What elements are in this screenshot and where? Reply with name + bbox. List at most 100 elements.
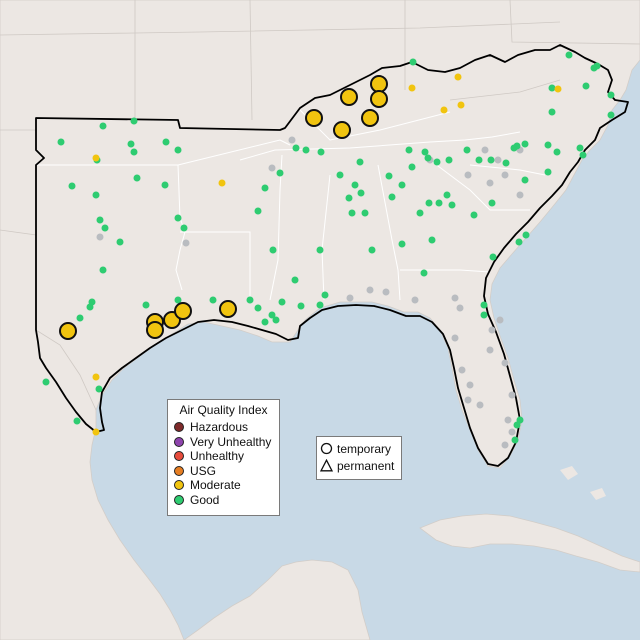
good-monitor[interactable] xyxy=(409,58,417,66)
good-monitor[interactable] xyxy=(579,151,587,159)
good-monitor[interactable] xyxy=(130,148,138,156)
good-monitor[interactable] xyxy=(565,51,573,59)
good-monitor[interactable] xyxy=(174,214,182,222)
inactive-monitor[interactable] xyxy=(382,288,390,296)
good-monitor[interactable] xyxy=(435,199,443,207)
good-monitor[interactable] xyxy=(420,269,428,277)
good-monitor[interactable] xyxy=(88,298,96,306)
good-monitor[interactable] xyxy=(480,301,488,309)
good-monitor[interactable] xyxy=(209,296,217,304)
good-monitor[interactable] xyxy=(42,378,50,386)
inactive-monitor[interactable] xyxy=(366,286,374,294)
inactive-monitor[interactable] xyxy=(508,391,516,399)
good-monitor[interactable] xyxy=(590,64,598,72)
inactive-monitor[interactable] xyxy=(501,359,509,367)
good-monitor[interactable] xyxy=(421,148,429,156)
good-monitor[interactable] xyxy=(316,246,324,254)
good-monitor[interactable] xyxy=(73,417,81,425)
good-monitor[interactable] xyxy=(511,436,519,444)
good-monitor[interactable] xyxy=(522,231,530,239)
inactive-monitor[interactable] xyxy=(96,233,104,241)
good-monitor[interactable] xyxy=(133,174,141,182)
good-monitor[interactable] xyxy=(480,311,488,319)
good-monitor[interactable] xyxy=(142,301,150,309)
good-monitor[interactable] xyxy=(99,122,107,130)
moderate-monitor[interactable] xyxy=(92,154,100,162)
good-monitor[interactable] xyxy=(428,236,436,244)
moderate-monitor-large[interactable] xyxy=(370,75,388,93)
good-monitor[interactable] xyxy=(433,158,441,166)
good-monitor[interactable] xyxy=(470,211,478,219)
inactive-monitor[interactable] xyxy=(516,191,524,199)
good-monitor[interactable] xyxy=(268,311,276,319)
good-monitor[interactable] xyxy=(398,240,406,248)
good-monitor[interactable] xyxy=(297,302,305,310)
good-monitor[interactable] xyxy=(356,158,364,166)
good-monitor[interactable] xyxy=(174,296,182,304)
moderate-monitor-large[interactable] xyxy=(59,322,77,340)
inactive-monitor[interactable] xyxy=(481,146,489,154)
good-monitor[interactable] xyxy=(321,291,329,299)
good-monitor[interactable] xyxy=(162,138,170,146)
good-monitor[interactable] xyxy=(348,209,356,217)
inactive-monitor[interactable] xyxy=(288,136,296,144)
moderate-monitor[interactable] xyxy=(457,101,465,109)
good-monitor[interactable] xyxy=(487,156,495,164)
good-monitor[interactable] xyxy=(116,238,124,246)
good-monitor[interactable] xyxy=(96,216,104,224)
inactive-monitor[interactable] xyxy=(504,416,512,424)
good-monitor[interactable] xyxy=(345,194,353,202)
inactive-monitor[interactable] xyxy=(456,304,464,312)
good-monitor[interactable] xyxy=(278,298,286,306)
good-monitor[interactable] xyxy=(316,301,324,309)
inactive-monitor[interactable] xyxy=(268,164,276,172)
good-monitor[interactable] xyxy=(302,146,310,154)
inactive-monitor[interactable] xyxy=(488,326,496,334)
good-monitor[interactable] xyxy=(269,246,277,254)
good-monitor[interactable] xyxy=(246,296,254,304)
inactive-monitor[interactable] xyxy=(411,296,419,304)
good-monitor[interactable] xyxy=(607,91,615,99)
good-monitor[interactable] xyxy=(424,154,432,162)
moderate-monitor[interactable] xyxy=(408,84,416,92)
good-monitor[interactable] xyxy=(95,385,103,393)
good-monitor[interactable] xyxy=(548,84,556,92)
good-monitor[interactable] xyxy=(351,181,359,189)
inactive-monitor[interactable] xyxy=(486,179,494,187)
moderate-monitor[interactable] xyxy=(92,428,100,436)
good-monitor[interactable] xyxy=(582,82,590,90)
good-monitor[interactable] xyxy=(388,193,396,201)
inactive-monitor[interactable] xyxy=(458,366,466,374)
moderate-monitor-large[interactable] xyxy=(340,88,358,106)
inactive-monitor[interactable] xyxy=(494,156,502,164)
good-monitor[interactable] xyxy=(292,144,300,152)
inactive-monitor[interactable] xyxy=(182,239,190,247)
good-monitor[interactable] xyxy=(513,421,521,429)
good-monitor[interactable] xyxy=(548,108,556,116)
good-monitor[interactable] xyxy=(276,169,284,177)
good-monitor[interactable] xyxy=(513,142,521,150)
inactive-monitor[interactable] xyxy=(451,334,459,342)
inactive-monitor[interactable] xyxy=(501,171,509,179)
good-monitor[interactable] xyxy=(443,191,451,199)
good-monitor[interactable] xyxy=(416,209,424,217)
moderate-monitor[interactable] xyxy=(92,373,100,381)
good-monitor[interactable] xyxy=(161,181,169,189)
inactive-monitor[interactable] xyxy=(476,401,484,409)
moderate-monitor-large[interactable] xyxy=(333,121,351,139)
good-monitor[interactable] xyxy=(405,146,413,154)
good-monitor[interactable] xyxy=(515,238,523,246)
inactive-monitor[interactable] xyxy=(466,381,474,389)
good-monitor[interactable] xyxy=(336,171,344,179)
good-monitor[interactable] xyxy=(127,140,135,148)
inactive-monitor[interactable] xyxy=(464,171,472,179)
good-monitor[interactable] xyxy=(92,191,100,199)
good-monitor[interactable] xyxy=(398,181,406,189)
good-monitor[interactable] xyxy=(544,141,552,149)
moderate-monitor[interactable] xyxy=(454,73,462,81)
good-monitor[interactable] xyxy=(130,117,138,125)
good-monitor[interactable] xyxy=(521,140,529,148)
good-monitor[interactable] xyxy=(576,144,584,152)
inactive-monitor[interactable] xyxy=(508,428,516,436)
